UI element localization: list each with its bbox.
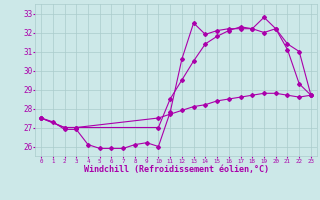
X-axis label: Windchill (Refroidissement éolien,°C): Windchill (Refroidissement éolien,°C) [84, 165, 268, 174]
